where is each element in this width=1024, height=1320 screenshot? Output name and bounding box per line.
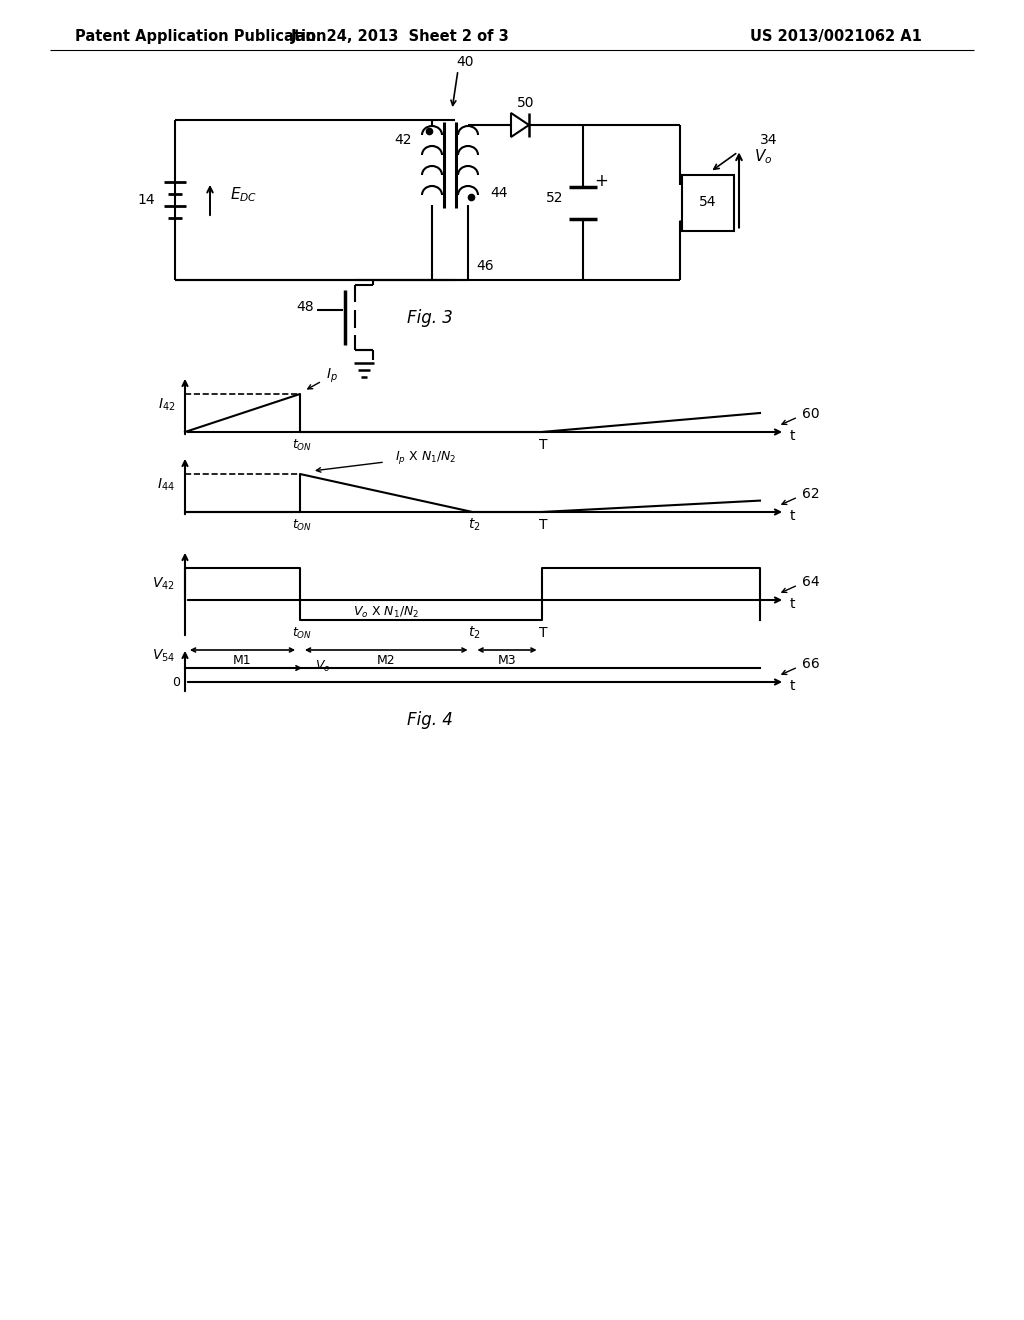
- Text: Jan. 24, 2013  Sheet 2 of 3: Jan. 24, 2013 Sheet 2 of 3: [291, 29, 509, 45]
- Text: $V_{42}$: $V_{42}$: [153, 576, 175, 593]
- Text: $I_p$ X $N_1/N_2$: $I_p$ X $N_1/N_2$: [395, 450, 457, 466]
- Text: $I_{44}$: $I_{44}$: [157, 477, 175, 494]
- Text: M1: M1: [233, 655, 252, 668]
- Text: Fig. 4: Fig. 4: [408, 711, 453, 729]
- Text: 48: 48: [296, 300, 313, 314]
- Text: M3: M3: [498, 655, 516, 668]
- Text: 66: 66: [802, 657, 820, 671]
- Text: 64: 64: [802, 576, 819, 589]
- Text: T: T: [540, 626, 548, 640]
- Text: $I_{42}$: $I_{42}$: [158, 397, 175, 413]
- Text: 34: 34: [760, 133, 777, 147]
- Text: t: t: [790, 597, 796, 611]
- Text: 60: 60: [802, 407, 819, 421]
- Text: 0: 0: [172, 676, 180, 689]
- Text: $t_2$: $t_2$: [468, 517, 481, 533]
- Text: $V_o$: $V_o$: [754, 147, 772, 166]
- Text: US 2013/0021062 A1: US 2013/0021062 A1: [750, 29, 922, 45]
- Text: t: t: [790, 510, 796, 523]
- Text: $I_p$: $I_p$: [326, 367, 338, 385]
- Text: M2: M2: [377, 655, 395, 668]
- Text: $V_o$ X $N_1/N_2$: $V_o$ X $N_1/N_2$: [353, 605, 420, 619]
- Text: 52: 52: [546, 190, 563, 205]
- Text: $V_{54}$: $V_{54}$: [152, 648, 175, 664]
- Text: $t_2$: $t_2$: [468, 624, 481, 642]
- Text: t: t: [790, 678, 796, 693]
- Text: Patent Application Publication: Patent Application Publication: [75, 29, 327, 45]
- Text: 46: 46: [476, 259, 494, 273]
- Text: 42: 42: [394, 133, 412, 147]
- Text: t: t: [790, 429, 796, 444]
- Text: $t_{ON}$: $t_{ON}$: [292, 437, 312, 453]
- Text: $t_{ON}$: $t_{ON}$: [292, 517, 312, 532]
- Bar: [682, 174, 734, 231]
- Text: 40: 40: [457, 55, 474, 69]
- Text: 14: 14: [137, 193, 155, 207]
- Text: T: T: [540, 517, 548, 532]
- Text: T: T: [540, 438, 548, 451]
- Text: Fig. 3: Fig. 3: [408, 309, 453, 327]
- Text: $E_{DC}$: $E_{DC}$: [230, 186, 257, 205]
- Text: 44: 44: [490, 186, 508, 201]
- Text: $t_{ON}$: $t_{ON}$: [292, 626, 312, 640]
- Text: 62: 62: [802, 487, 819, 502]
- Text: +: +: [594, 173, 608, 190]
- Text: 54: 54: [699, 195, 717, 210]
- Text: 50: 50: [517, 96, 535, 110]
- Text: $V_o$: $V_o$: [315, 659, 331, 673]
